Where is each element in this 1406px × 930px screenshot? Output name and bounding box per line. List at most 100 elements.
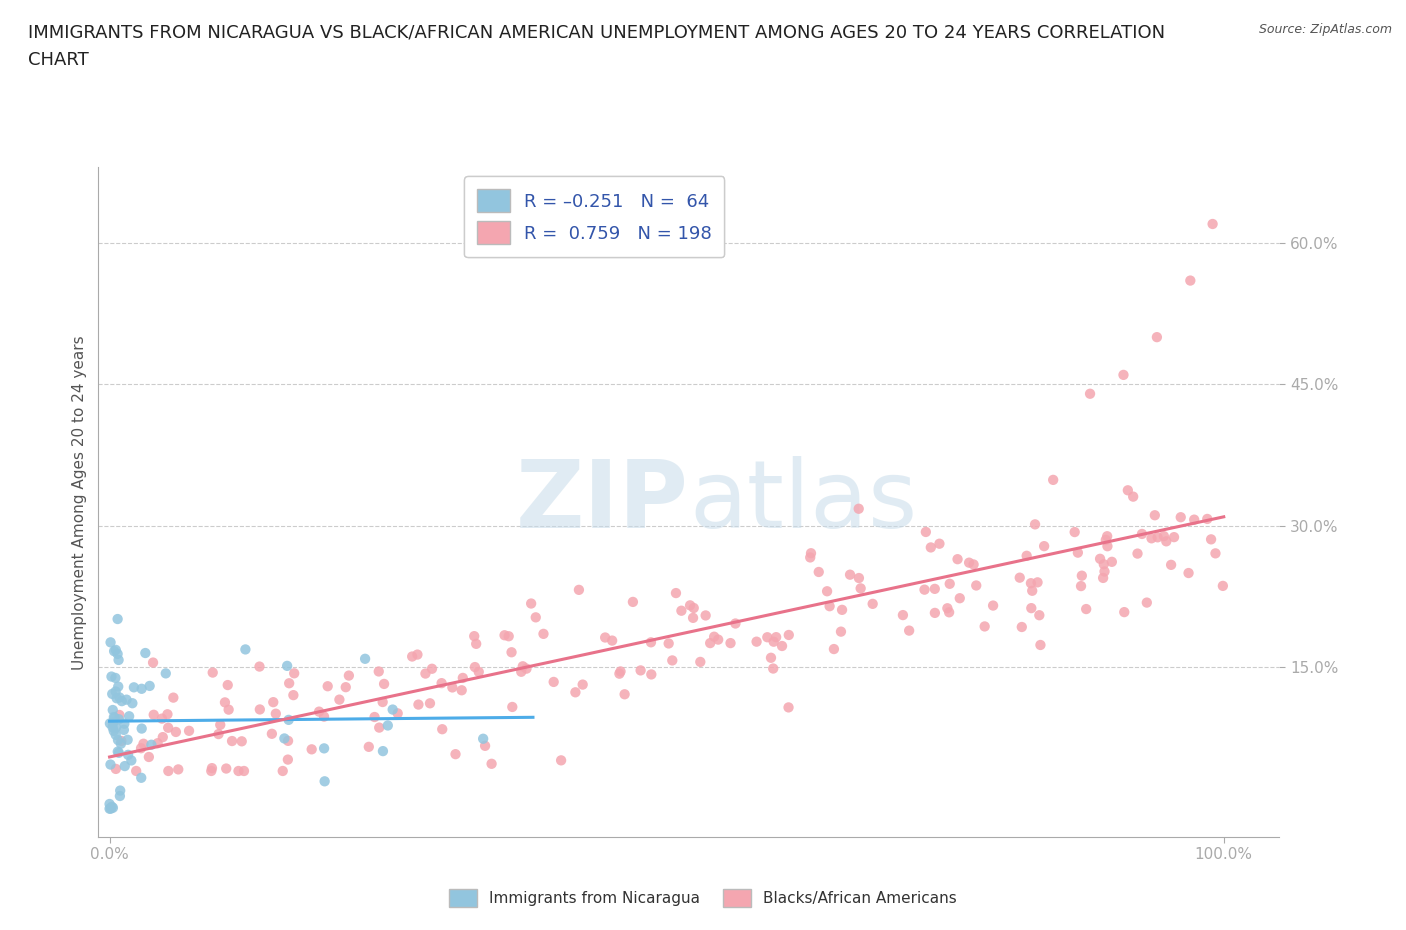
Point [981, 598, 1004, 613]
Point [938, 604, 960, 619]
Point [600, 633, 623, 648]
Point [481, 756, 503, 771]
Point [363, 710, 385, 724]
Point [201, 761, 224, 776]
Point [108, 708, 131, 723]
Point [276, 658, 298, 673]
Point [891, 607, 914, 622]
Point [778, 700, 800, 715]
Point [1114, 604, 1136, 619]
Point [699, 636, 721, 651]
Point [920, 540, 942, 555]
Point [430, 676, 453, 691]
Point [762, 661, 785, 676]
Point [235, 642, 257, 657]
Point [167, 762, 190, 777]
Point [201, 665, 224, 680]
Point [112, 723, 135, 737]
Point [800, 546, 823, 561]
Point [444, 747, 467, 762]
Point [1092, 570, 1115, 585]
Point [231, 734, 253, 749]
Point [162, 690, 184, 705]
Point [107, 733, 129, 748]
Point [104, 643, 127, 658]
Point [924, 605, 946, 620]
Point [1063, 525, 1085, 539]
Point [1182, 512, 1205, 527]
Point [830, 624, 852, 639]
Point [474, 738, 496, 753]
Point [1101, 554, 1123, 569]
Point [156, 707, 179, 722]
Point [1146, 530, 1168, 545]
Point [707, 632, 730, 647]
Text: CHART: CHART [28, 51, 89, 69]
Point [1021, 601, 1043, 616]
Point [1088, 551, 1111, 566]
Point [249, 659, 271, 674]
Point [799, 550, 821, 565]
Point [1140, 531, 1163, 546]
Point [357, 739, 380, 754]
Point [108, 711, 131, 726]
Point [337, 668, 360, 683]
Point [200, 764, 222, 778]
Point [973, 619, 995, 634]
Point [98, 797, 121, 812]
Point [494, 628, 516, 643]
Point [1212, 578, 1234, 593]
Point [301, 742, 323, 757]
Point [1076, 602, 1098, 617]
Point [807, 565, 830, 579]
Point [118, 709, 141, 724]
Point [278, 676, 301, 691]
Point [1163, 530, 1185, 545]
Point [609, 664, 631, 679]
Point [665, 586, 688, 601]
Point [221, 734, 243, 749]
Point [419, 696, 441, 711]
Point [112, 716, 135, 731]
Point [132, 737, 155, 751]
Point [217, 678, 239, 693]
Point [924, 581, 946, 596]
Point [129, 741, 152, 756]
Point [328, 692, 350, 707]
Point [762, 634, 785, 649]
Point [104, 711, 127, 725]
Point [207, 726, 229, 741]
Point [564, 684, 586, 699]
Point [1019, 576, 1042, 591]
Point [765, 630, 787, 644]
Point [314, 774, 336, 789]
Point [354, 651, 377, 666]
Point [114, 759, 136, 774]
Point [1021, 583, 1043, 598]
Point [406, 647, 429, 662]
Point [1008, 570, 1031, 585]
Point [1122, 489, 1144, 504]
Text: Source: ZipAtlas.com: Source: ZipAtlas.com [1258, 23, 1392, 36]
Point [1067, 545, 1090, 560]
Point [104, 762, 127, 777]
Point [512, 658, 534, 673]
Point [110, 737, 132, 751]
Point [134, 645, 156, 660]
Point [745, 634, 768, 649]
Point [105, 691, 128, 706]
Point [108, 745, 131, 760]
Point [131, 682, 153, 697]
Point [125, 764, 148, 778]
Point [316, 679, 339, 694]
Point [848, 501, 870, 516]
Point [138, 750, 160, 764]
Point [759, 650, 782, 665]
Point [451, 671, 474, 685]
Point [377, 718, 399, 733]
Point [157, 764, 180, 778]
Legend: R = –0.251   N =  64, R =  0.759   N = 198: R = –0.251 N = 64, R = 0.759 N = 198 [464, 177, 724, 257]
Point [949, 591, 972, 605]
Point [463, 629, 485, 644]
Point [671, 604, 693, 618]
